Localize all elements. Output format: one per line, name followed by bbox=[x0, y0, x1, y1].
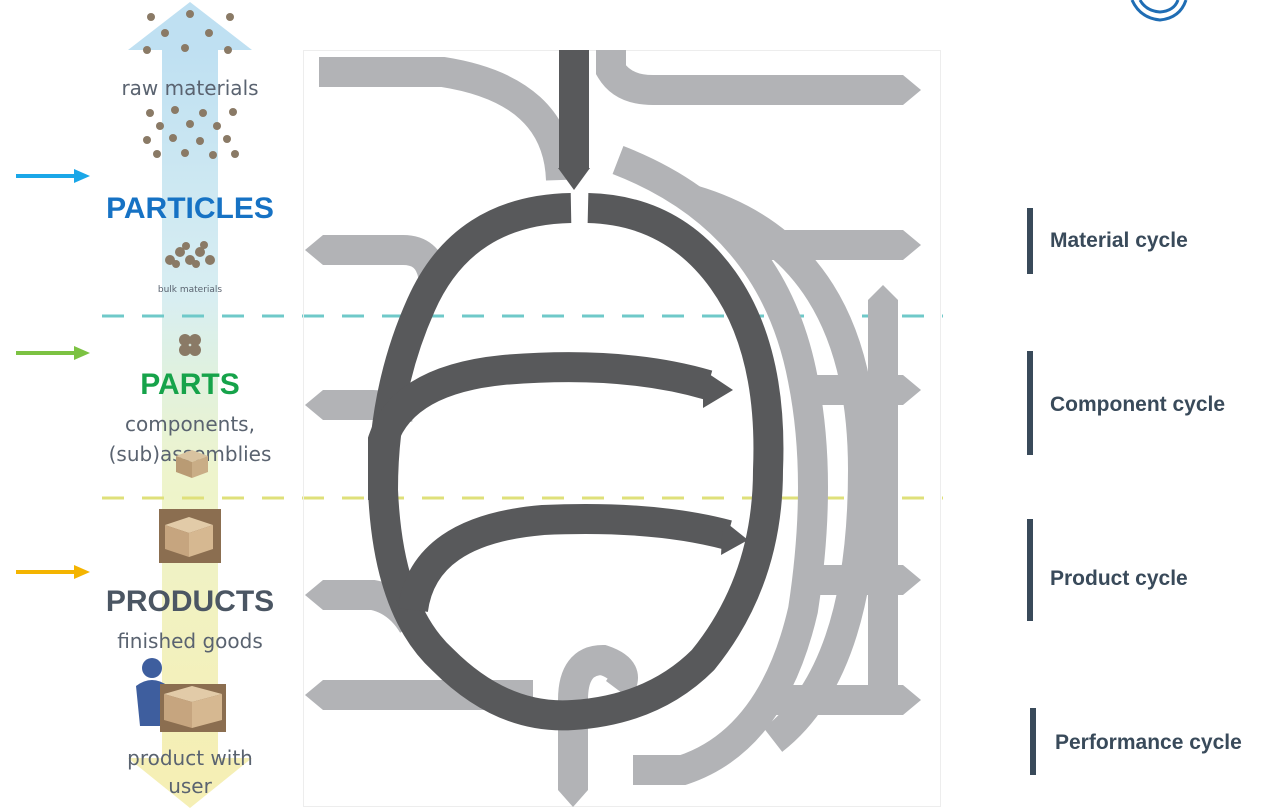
performance-cycle-bar bbox=[1030, 708, 1036, 775]
products-heading: PRODUCTS bbox=[105, 585, 275, 618]
product-cycle-bar bbox=[1027, 519, 1033, 621]
light-flows bbox=[319, 50, 903, 790]
products-sub-label: finished goods bbox=[117, 629, 263, 653]
bulk-materials-icon bbox=[165, 241, 215, 268]
stacked-boxes-icon bbox=[159, 509, 221, 563]
spectrum-arrow bbox=[128, 2, 252, 808]
small-box-icon bbox=[176, 450, 208, 478]
raw-materials-label: raw materials bbox=[121, 76, 259, 100]
user-label-line1: product with bbox=[127, 746, 253, 770]
material-cycle-label: Material cycle bbox=[1050, 229, 1188, 252]
light-arrow-heads bbox=[305, 75, 921, 807]
product-cycle-label: Product cycle bbox=[1050, 567, 1188, 590]
raw-materials-icon bbox=[143, 10, 239, 159]
spectrum-up-head bbox=[128, 2, 252, 50]
spectrum-shaft bbox=[162, 48, 218, 760]
particles-pointer-arrow bbox=[16, 169, 90, 183]
user-label-line2: user bbox=[168, 774, 212, 798]
component-cluster-icon bbox=[179, 334, 201, 356]
parts-heading: PARTS bbox=[140, 368, 240, 401]
component-cycle-bar bbox=[1027, 351, 1033, 455]
dark-arrow-heads bbox=[558, 168, 748, 555]
user-with-box-icon bbox=[136, 658, 226, 732]
component-cycle-label: Component cycle bbox=[1050, 393, 1226, 416]
material-cycle-bar bbox=[1027, 208, 1033, 274]
spectrum-down-head bbox=[128, 758, 252, 808]
cycles-flow-diagram bbox=[303, 50, 941, 807]
parts-sub-line1: components, bbox=[125, 412, 255, 436]
products-pointer-arrow bbox=[16, 565, 90, 579]
particles-heading: PARTICLES bbox=[106, 192, 274, 225]
performance-cycle-label: Performance cycle bbox=[1055, 731, 1242, 754]
bulk-materials-label: bulk materials bbox=[157, 285, 223, 295]
dark-flows bbox=[367, 50, 784, 731]
circle-logo-icon bbox=[1130, 0, 1188, 22]
parts-pointer-arrow bbox=[16, 346, 90, 360]
particles-parts-divider bbox=[102, 314, 943, 318]
